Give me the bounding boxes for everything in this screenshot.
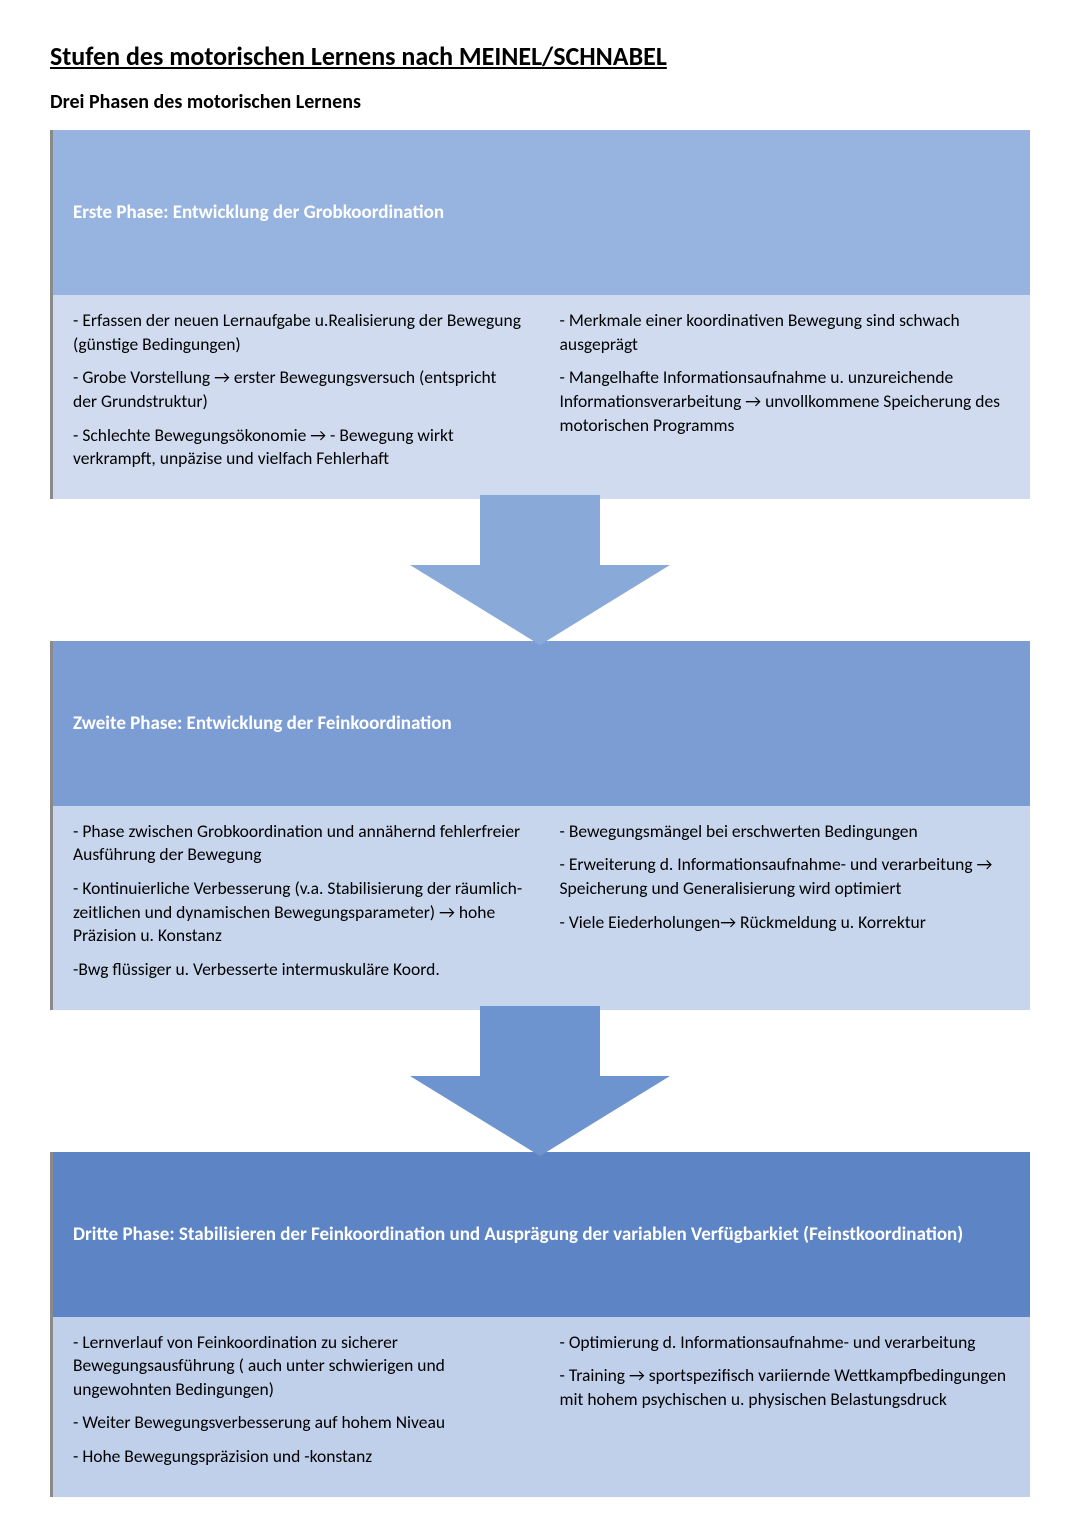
phase-col-left: - Lernverlauf von Feinkoordination zu si… [73, 1331, 542, 1479]
bullet-item: - Training → sportspezifisch variiernde … [560, 1364, 1011, 1411]
bullet-item: - Weiter Bewegungsverbesserung auf hohem… [73, 1411, 524, 1435]
bullet-item: - Hohe Bewegungspräzision und -konstanz [73, 1445, 524, 1469]
phase-col-left: - Erfassen der neuen Lernaufgabe u.Reali… [73, 309, 542, 481]
bullet-item: - Phase zwischen Grobkoordination und an… [73, 820, 524, 867]
bullet-item: - Merkmale einer koordinativen Bewegung … [560, 309, 1011, 356]
bullet-item: - Grobe Vorstellung → erster Bewegungsve… [73, 366, 524, 413]
bullet-item: - Erfassen der neuen Lernaufgabe u.Reali… [73, 309, 524, 356]
bullet-item: -Bwg flüssiger u. Verbesserte intermusku… [73, 958, 524, 982]
bullet-item: - Kontinuierliche Verbesserung (v.a. Sta… [73, 877, 524, 948]
bullet-item: - Lernverlauf von Feinkoordination zu si… [73, 1331, 524, 1402]
phase-col-right: - Merkmale einer koordinativen Bewegung … [542, 309, 1011, 481]
arrow-wrap [50, 1006, 1030, 1156]
page-subtitle: Drei Phasen des motorischen Lernens [50, 90, 1030, 114]
phase-header: Zweite Phase: Entwicklung der Feinkoordi… [53, 641, 1030, 806]
arrow-wrap [50, 495, 1030, 645]
phase-body: - Phase zwischen Grobkoordination und an… [53, 806, 1030, 1010]
phase-block: Zweite Phase: Entwicklung der Feinkoordi… [50, 641, 1030, 1010]
bullet-item: - Optimierung d. Informationsaufnahme- u… [560, 1331, 1011, 1355]
bullet-item: - Bewegungsmängel bei erschwerten Beding… [560, 820, 1011, 844]
bullet-item: - Mangelhafte Informationsaufnahme u. un… [560, 366, 1011, 437]
phase-body: - Lernverlauf von Feinkoordination zu si… [53, 1317, 1030, 1497]
phase-header: Erste Phase: Entwicklung der Grobkoordin… [53, 130, 1030, 295]
phase-col-right: - Optimierung d. Informationsaufnahme- u… [542, 1331, 1011, 1479]
phase-block: Dritte Phase: Stabilisieren der Feinkoor… [50, 1152, 1030, 1497]
phase-col-right: - Bewegungsmängel bei erschwerten Beding… [542, 820, 1011, 992]
phases-container: Erste Phase: Entwicklung der Grobkoordin… [50, 130, 1030, 1497]
page-title: Stufen des motorischen Lernens nach MEIN… [50, 40, 1030, 72]
down-arrow-icon [410, 495, 670, 645]
bullet-item: - Erweiterung d. Informationsaufnahme- u… [560, 853, 1011, 900]
phase-block: Erste Phase: Entwicklung der Grobkoordin… [50, 130, 1030, 499]
phase-body: - Erfassen der neuen Lernaufgabe u.Reali… [53, 295, 1030, 499]
phase-col-left: - Phase zwischen Grobkoordination und an… [73, 820, 542, 992]
phase-header: Dritte Phase: Stabilisieren der Feinkoor… [53, 1152, 1030, 1317]
bullet-item: - Viele Eiederholungen→ Rückmeldung u. K… [560, 911, 1011, 935]
down-arrow-icon [410, 1006, 670, 1156]
bullet-item: - Schlechte Bewegungsökonomie → - Bewegu… [73, 424, 524, 471]
